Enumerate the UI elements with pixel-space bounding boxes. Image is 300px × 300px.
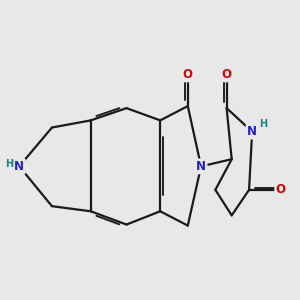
Text: H: H: [5, 159, 13, 169]
Text: N: N: [196, 160, 206, 173]
Text: O: O: [276, 183, 286, 196]
Text: O: O: [183, 68, 193, 81]
Text: N: N: [247, 125, 257, 138]
Text: N: N: [14, 160, 24, 173]
Text: H: H: [259, 119, 267, 129]
Text: O: O: [222, 68, 232, 81]
